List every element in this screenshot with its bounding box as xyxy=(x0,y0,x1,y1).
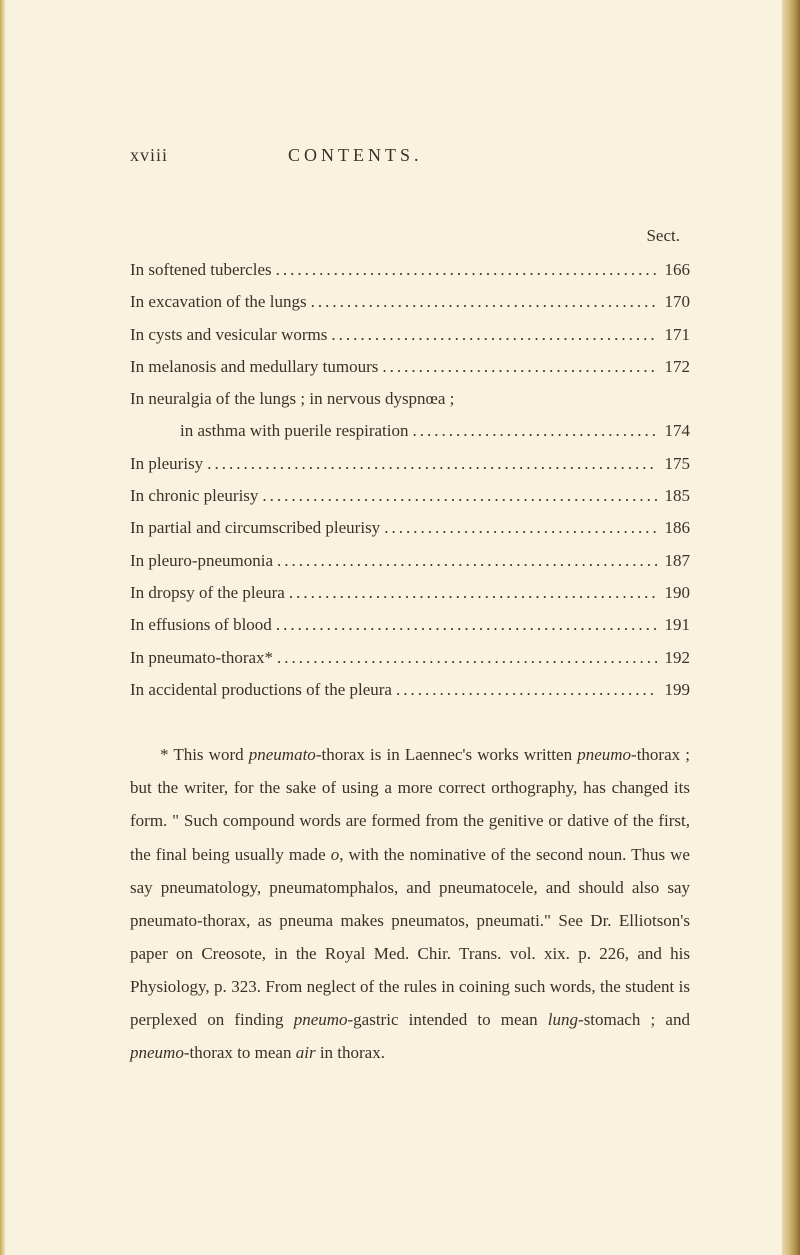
footnote-text: -thorax to mean xyxy=(184,1043,296,1062)
toc-entry-text: In melanosis and medullary tumours xyxy=(130,351,378,383)
toc-entry: In chronic pleurisy.....................… xyxy=(130,480,690,512)
page-header: xviii CONTENTS. xyxy=(130,145,690,166)
toc-dots: ........................................… xyxy=(276,609,657,641)
toc-entry-page: 175 xyxy=(661,448,691,480)
table-of-contents: In softened tubercles...................… xyxy=(130,254,690,706)
toc-dots: ........................................… xyxy=(396,674,657,706)
toc-entry-page: 191 xyxy=(661,609,691,641)
page-content: xviii CONTENTS. Sect. In softened tuberc… xyxy=(0,0,800,1255)
toc-entry-text: In partial and circumscribed pleurisy xyxy=(130,512,380,544)
toc-entry: In neuralgia of the lungs ; in nervous d… xyxy=(130,383,690,415)
toc-entry-page: 174 xyxy=(661,415,691,447)
page-number: xviii xyxy=(130,145,168,166)
footnote-text: pneumo xyxy=(130,1043,184,1062)
toc-entry-text: In accidental productions of the pleura xyxy=(130,674,392,706)
toc-entry: In pleurisy.............................… xyxy=(130,448,690,480)
footnote-text: o xyxy=(331,845,340,864)
header-title: CONTENTS. xyxy=(288,145,423,166)
footnote-text: in thorax. xyxy=(316,1043,385,1062)
toc-entry: In cysts and vesicular worms............… xyxy=(130,319,690,351)
toc-entry: in asthma with puerile respiration......… xyxy=(130,415,690,447)
footnote-text: -thorax is in Laennec's works written xyxy=(316,745,577,764)
footnote-text: , with the nominative of the second noun… xyxy=(130,845,690,1030)
toc-dots: ........................................… xyxy=(331,319,656,351)
toc-entry-text: In neuralgia of the lungs ; in nervous d… xyxy=(130,383,454,415)
footnote-text: * This word xyxy=(160,745,249,764)
toc-entry-page: 171 xyxy=(661,319,691,351)
toc-entry: In effusions of blood...................… xyxy=(130,609,690,641)
toc-dots: ........................................… xyxy=(311,286,657,318)
footnote: * This word pneumato-thorax is in Laenne… xyxy=(130,738,690,1069)
toc-entry: In melanosis and medullary tumours......… xyxy=(130,351,690,383)
section-label: Sect. xyxy=(130,226,690,246)
toc-dots: ........................................… xyxy=(413,415,657,447)
toc-entry-text: In pneumato-thorax* xyxy=(130,642,273,674)
toc-entry-page: 199 xyxy=(661,674,691,706)
toc-entry: In dropsy of the pleura.................… xyxy=(130,577,690,609)
toc-dots: ........................................… xyxy=(207,448,656,480)
toc-entry-page: 190 xyxy=(661,577,691,609)
toc-entry-page: 170 xyxy=(661,286,691,318)
footnote-text: -stomach ; and xyxy=(578,1010,690,1029)
toc-dots: ........................................… xyxy=(276,254,657,286)
toc-entry: In excavation of the lungs..............… xyxy=(130,286,690,318)
footnote-text: air xyxy=(296,1043,316,1062)
toc-entry-page: 166 xyxy=(661,254,691,286)
toc-entry-text: In pleuro-pneumonia xyxy=(130,545,273,577)
toc-entry-text: In cysts and vesicular worms xyxy=(130,319,327,351)
toc-entry-text: In effusions of blood xyxy=(130,609,272,641)
toc-entry-text: In excavation of the lungs xyxy=(130,286,307,318)
toc-dots: ........................................… xyxy=(277,642,656,674)
toc-entry-page: 172 xyxy=(661,351,691,383)
toc-dots: ........................................… xyxy=(277,545,656,577)
footnote-text: pneumo xyxy=(294,1010,348,1029)
toc-dots: ........................................… xyxy=(384,512,656,544)
toc-entry-text: In dropsy of the pleura xyxy=(130,577,285,609)
toc-entry-text: In pleurisy xyxy=(130,448,203,480)
toc-entry: In pleuro-pneumonia.....................… xyxy=(130,545,690,577)
toc-entry-page: 192 xyxy=(661,642,691,674)
toc-entry-page: 187 xyxy=(661,545,691,577)
toc-entry: In accidental productions of the pleura.… xyxy=(130,674,690,706)
toc-entry: In softened tubercles...................… xyxy=(130,254,690,286)
toc-dots: ........................................… xyxy=(289,577,657,609)
toc-dots: ........................................… xyxy=(262,480,656,512)
toc-entry-text: in asthma with puerile respiration xyxy=(180,415,409,447)
toc-entry: In pneumato-thorax*.....................… xyxy=(130,642,690,674)
footnote-text: pneumo xyxy=(577,745,631,764)
toc-entry: In partial and circumscribed pleurisy...… xyxy=(130,512,690,544)
toc-entry-text: In softened tubercles xyxy=(130,254,272,286)
toc-entry-text: In chronic pleurisy xyxy=(130,480,258,512)
toc-entry-page: 185 xyxy=(661,480,691,512)
footnote-text: pneumato xyxy=(249,745,316,764)
toc-entry-page: 186 xyxy=(661,512,691,544)
toc-dots: ........................................… xyxy=(382,351,656,383)
footnote-text: -gastric intended to mean xyxy=(348,1010,548,1029)
footnote-text: lung xyxy=(548,1010,578,1029)
